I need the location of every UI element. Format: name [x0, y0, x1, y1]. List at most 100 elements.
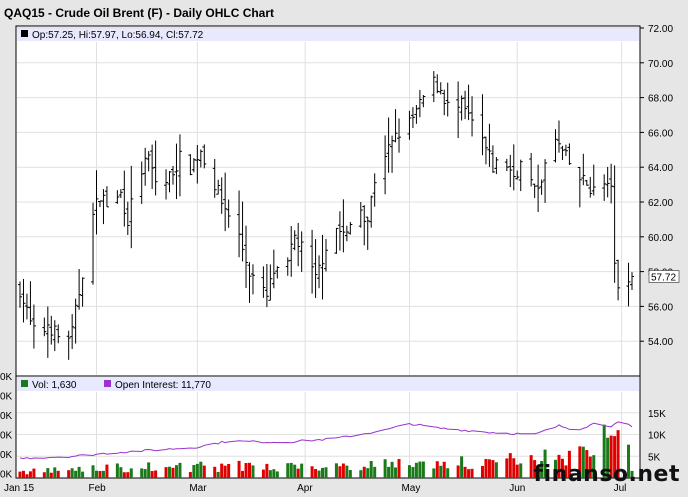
volume-bar: [435, 461, 439, 478]
volume-bar: [91, 465, 95, 478]
ohlc-bar: [202, 144, 207, 169]
volume-left-tick-label: 0K: [0, 411, 13, 422]
ohlc-bar: [56, 324, 61, 344]
ohlc-bar: [66, 330, 71, 360]
volume-bar: [540, 461, 544, 478]
volume-bar: [519, 463, 523, 478]
volume-bar: [237, 460, 241, 478]
volume-legend-bar: [17, 377, 639, 391]
price-legend-bar: [17, 27, 639, 41]
volume-bar: [122, 472, 126, 478]
volume-bar: [533, 460, 537, 478]
volume-bar: [421, 461, 425, 478]
ohlc-bar: [344, 225, 349, 242]
volume-bar: [411, 467, 415, 478]
volume-left-tick-label: 0K: [0, 372, 13, 383]
volume-bar: [74, 470, 78, 478]
volume-bar: [115, 463, 119, 478]
ohlc-bar: [553, 129, 558, 163]
ohlc-bar: [348, 221, 353, 235]
volume-bar: [275, 471, 279, 478]
ohlc-bar: [250, 264, 255, 295]
ohlc-bar: [438, 82, 443, 95]
volume-left-tick-label: 0K: [0, 392, 13, 403]
volume-bar: [314, 469, 318, 478]
ohlc-bar: [393, 109, 398, 143]
ohlc-bar: [77, 269, 82, 310]
ohlc-bar: [177, 134, 182, 197]
volume-bar: [70, 468, 74, 478]
volume-bar: [202, 465, 206, 478]
ohlc-bar: [609, 163, 614, 204]
ohlc-bar: [198, 149, 203, 168]
volume-bar: [28, 471, 32, 478]
ohlc-bar: [563, 144, 568, 157]
volume-bars: [18, 424, 634, 478]
volume-bar: [53, 467, 57, 478]
volume-legend: Vol: 1,630: [32, 380, 77, 391]
volume-bar: [119, 467, 123, 478]
ohlc-bar: [195, 144, 200, 184]
volume-bar: [77, 466, 81, 478]
ohlc-bar: [324, 239, 328, 272]
volume-bar: [487, 459, 491, 478]
ohlc-bar: [317, 255, 322, 289]
volume-bar: [588, 456, 592, 478]
ohlc-bar: [94, 170, 99, 235]
ohlc-bar: [150, 144, 155, 190]
chart-title: QAQ15 - Crude Oil Brent (F) - Daily OHLC…: [4, 6, 275, 20]
x-tick-label: Mar: [189, 483, 207, 494]
ohlc-bar: [341, 199, 346, 253]
volume-legend-swatch: [21, 380, 28, 387]
ohlc-bar: [442, 89, 447, 116]
volume-bar: [341, 463, 345, 478]
volume-bar: [272, 469, 276, 478]
volume-bar: [491, 460, 495, 478]
ohlc-bar: [518, 159, 523, 192]
ohlc-bar: [91, 202, 96, 285]
volume-bar: [293, 464, 297, 478]
ohlc-bar: [386, 117, 391, 173]
price-tick-label: 70.00: [648, 59, 673, 70]
volume-bar: [174, 465, 178, 478]
ohlc-bar: [118, 189, 123, 199]
ohlc-bar: [494, 157, 499, 175]
ohlc-bar: [397, 118, 402, 153]
volume-bar: [289, 462, 293, 478]
volume-bar: [585, 450, 589, 478]
volume-bar: [484, 458, 488, 478]
volume-bar: [543, 449, 547, 478]
ohlc-bar: [417, 89, 422, 118]
ohlc-bar: [153, 140, 158, 196]
ohlc-bar: [31, 304, 36, 349]
volume-bar: [178, 462, 182, 478]
watermark: finanso.net: [533, 462, 680, 487]
ohlc-bar: [73, 298, 78, 344]
volume-bar: [494, 462, 498, 478]
volume-bar: [616, 430, 620, 478]
volume-bar: [143, 469, 147, 478]
ohlc-bar: [584, 179, 589, 186]
volume-bar: [286, 463, 290, 478]
volume-bar: [46, 468, 50, 478]
ohlc-bar: [104, 186, 109, 208]
volume-bar: [557, 454, 561, 478]
ohlc-bar: [219, 177, 224, 214]
x-tick-label: Jan 15: [4, 483, 34, 494]
price-tick-label: 68.00: [648, 94, 673, 105]
volume-bar: [101, 470, 105, 478]
volume-bar: [223, 465, 227, 478]
oi-legend-swatch: [104, 380, 111, 387]
volume-tick-label: 10K: [648, 431, 666, 442]
volume-bar: [21, 470, 25, 478]
volume-bar: [321, 467, 325, 478]
volume-bar: [296, 468, 300, 478]
ohlc-bar: [167, 171, 172, 193]
ohlc-bar: [407, 110, 412, 140]
ohlc-bar: [146, 151, 151, 172]
ohlc-bar: [463, 90, 468, 120]
volume-bar: [369, 461, 373, 478]
volume-bar: [359, 470, 363, 478]
volume-bar: [216, 471, 220, 478]
volume-bar: [348, 469, 352, 478]
